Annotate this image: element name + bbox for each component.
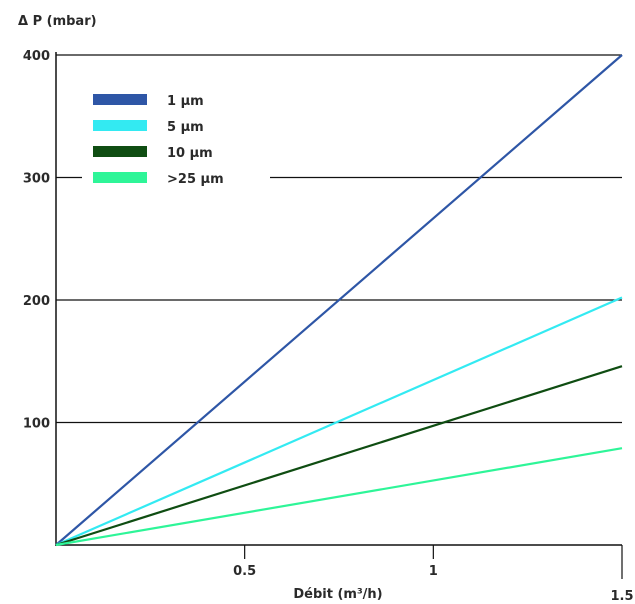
x-ticks: 0.5 1 1.5: [233, 545, 634, 604]
legend-swatch: [93, 146, 147, 157]
legend-swatch: [93, 172, 147, 183]
axes: [55, 52, 622, 546]
series-line-5-m: [55, 296, 623, 547]
x-tick-label: 1: [429, 564, 438, 579]
x-tick-label: 0.5: [233, 564, 256, 579]
legend-label: 10 µm: [167, 146, 213, 161]
series-lines: [55, 54, 623, 547]
legend-label: 5 µm: [167, 120, 204, 135]
y-tick-label: 300: [23, 172, 50, 187]
grid-lines: [56, 54, 622, 424]
x-axis-title: Débit (m³/h): [293, 587, 382, 602]
legend-label: 1 µm: [167, 94, 204, 109]
y-ticks: 100 200 300 400: [23, 49, 50, 432]
series-line-10-m: [55, 365, 623, 547]
legend: 1 µm 5 µm 10 µm >25 µm: [93, 94, 224, 187]
legend-swatch: [93, 120, 147, 131]
legend-swatch: [93, 94, 147, 105]
series-line-25-m: [55, 447, 623, 547]
legend-label: >25 µm: [167, 172, 224, 187]
y-tick-label: 400: [23, 49, 50, 64]
x-tick-label: 1.5: [610, 589, 633, 604]
y-axis-title: Δ P (mbar): [18, 14, 97, 29]
y-tick-label: 100: [23, 417, 50, 432]
series-line-1-m: [55, 54, 623, 546]
y-tick-label: 200: [23, 294, 50, 309]
